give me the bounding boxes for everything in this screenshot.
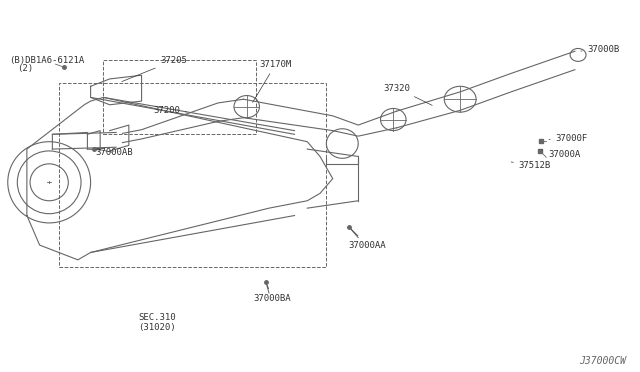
Text: 37205: 37205 [122,56,188,81]
Text: J37000CW: J37000CW [579,356,626,366]
Text: 37000A: 37000A [541,150,580,159]
Bar [59,83,326,267]
Text: 37000F: 37000F [549,134,588,142]
Text: 37512B: 37512B [511,161,551,170]
Text: 37000B: 37000B [581,45,620,54]
Text: 37170M: 37170M [253,60,292,102]
Text: 37000BA: 37000BA [253,285,291,303]
Text: (B)DB1A6-6121A: (B)DB1A6-6121A [9,56,84,65]
Text: 37000AB: 37000AB [96,148,133,157]
Text: (2): (2) [17,64,33,73]
Text: 37320: 37320 [384,84,432,105]
Text: 37000AA: 37000AA [349,229,387,250]
Text: SEC.310
(31020): SEC.310 (31020) [138,313,176,332]
Bar [103,61,256,134]
Text: 37200: 37200 [153,106,187,115]
